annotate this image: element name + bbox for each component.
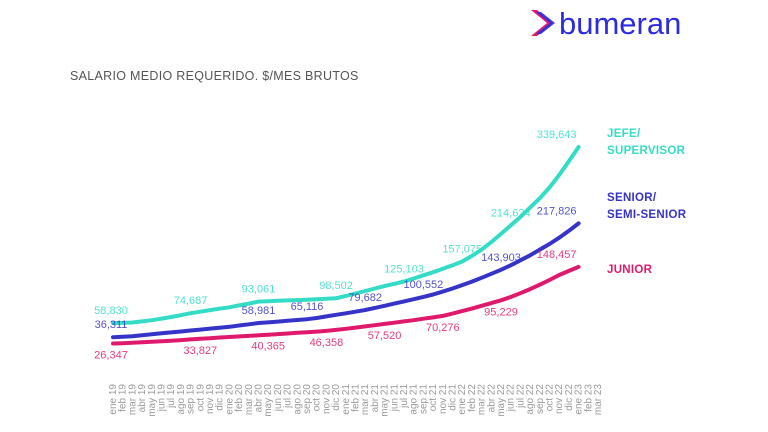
legend-label: JUNIOR	[607, 264, 653, 276]
x-tick-label: nov 22	[554, 384, 565, 414]
data-label: 125,103	[384, 264, 424, 276]
x-tick-label: feb 21	[351, 384, 362, 412]
x-tick-label: feb 19	[118, 384, 129, 412]
data-label: 100,552	[404, 279, 444, 291]
data-label: 70,276	[426, 322, 460, 334]
chart-title: SALARIO MEDIO REQUERIDO. $/MES BRUTOS	[70, 69, 359, 83]
data-label: 74,687	[174, 295, 208, 307]
x-tick-label: ago 19	[176, 384, 187, 415]
x-tick-label: oct 21	[428, 384, 439, 412]
data-label: 214,624	[491, 207, 531, 219]
x-tick-label: jun 22	[506, 384, 517, 413]
data-label: 57,520	[368, 330, 402, 342]
series-line	[111, 264, 581, 346]
data-label: 26,347	[94, 349, 128, 361]
data-label: 157,075	[442, 243, 482, 255]
x-tick-label: nov 21	[438, 384, 449, 414]
data-label: 93,061	[242, 284, 276, 296]
x-tick-label: mar 22	[477, 384, 488, 416]
x-tick-label: ene 21	[341, 384, 352, 415]
data-label: 95,229	[484, 306, 518, 318]
x-tick-label: jul 19	[166, 384, 177, 409]
x-tick-label: ene 22	[457, 384, 468, 415]
x-tick-label: sep 21	[418, 384, 429, 414]
data-label: 65,116	[291, 301, 324, 313]
x-tick-label: jun 20	[273, 384, 284, 413]
x-tick-label: oct 20	[312, 384, 323, 412]
x-tick-label: jul 21	[399, 384, 410, 409]
x-tick-label: may 21	[380, 384, 391, 417]
x-tick-label: mar 19	[127, 384, 138, 416]
x-tick-label: dic 21	[448, 384, 459, 411]
data-label: 339,643	[537, 129, 577, 141]
series-line	[111, 145, 581, 326]
x-tick-label: feb 22	[467, 384, 478, 412]
data-label: 217,826	[537, 205, 577, 217]
x-tick-label: ene 23	[574, 384, 585, 415]
data-label: 98,502	[319, 280, 353, 292]
x-tick-label: feb 20	[234, 384, 245, 412]
x-tick-label: ago 20	[292, 384, 303, 415]
x-tick-label: nov 20	[321, 384, 332, 414]
x-tick-label: ago 21	[409, 384, 420, 415]
x-tick-label: jul 20	[283, 384, 294, 409]
data-label: 148,457	[537, 249, 577, 261]
data-label: 58,981	[242, 305, 276, 317]
data-label: 33,827	[183, 345, 217, 357]
x-tick-label: mar 20	[244, 384, 255, 416]
x-tick-label: jun 19	[157, 384, 168, 413]
x-tick-label: feb 23	[583, 384, 594, 412]
x-tick-label: dic 20	[331, 384, 342, 411]
x-tick-label: sep 20	[302, 384, 313, 414]
brand: bumeran	[559, 6, 681, 41]
x-tick-label: jul 22	[515, 384, 526, 409]
x-tick-label: oct 22	[545, 384, 556, 412]
x-tick-label: may 22	[496, 384, 507, 417]
x-tick-label: abr 19	[137, 384, 148, 413]
x-tick-label: oct 19	[195, 384, 206, 412]
x-tick-label: ene 19	[108, 384, 119, 415]
x-tick-label: ene 20	[224, 384, 235, 415]
x-tick-label: mar 23	[593, 384, 604, 416]
x-tick-label: abr 20	[254, 384, 265, 413]
x-tick-label: jun 21	[389, 384, 400, 413]
logo-icon	[531, 10, 555, 36]
series-line	[111, 221, 581, 340]
x-tick-label: may 19	[147, 384, 158, 417]
data-label: 58,830	[94, 305, 128, 317]
x-tick-label: mar 21	[360, 384, 371, 416]
x-tick-label: ago 22	[525, 384, 536, 415]
x-tick-label: sep 19	[186, 384, 197, 414]
legend-label: JEFE/ SUPERVISOR	[607, 128, 686, 157]
x-tick-label: nov 19	[205, 384, 216, 414]
data-label: 46,358	[310, 337, 344, 349]
data-label: 36,311	[95, 319, 128, 331]
data-label: 40,365	[251, 341, 285, 353]
data-label: 79,682	[348, 292, 382, 304]
x-tick-label: abr 21	[370, 384, 381, 413]
legend-label: SENIOR/ SEMI-SENIOR	[607, 192, 687, 221]
x-tick-label: may 20	[263, 384, 274, 417]
x-tick-label: dic 22	[564, 384, 575, 411]
data-label: 143,903	[481, 252, 521, 264]
x-tick-label: sep 22	[535, 384, 546, 414]
x-tick-label: dic 19	[215, 384, 226, 411]
x-tick-label: abr 22	[486, 384, 497, 413]
